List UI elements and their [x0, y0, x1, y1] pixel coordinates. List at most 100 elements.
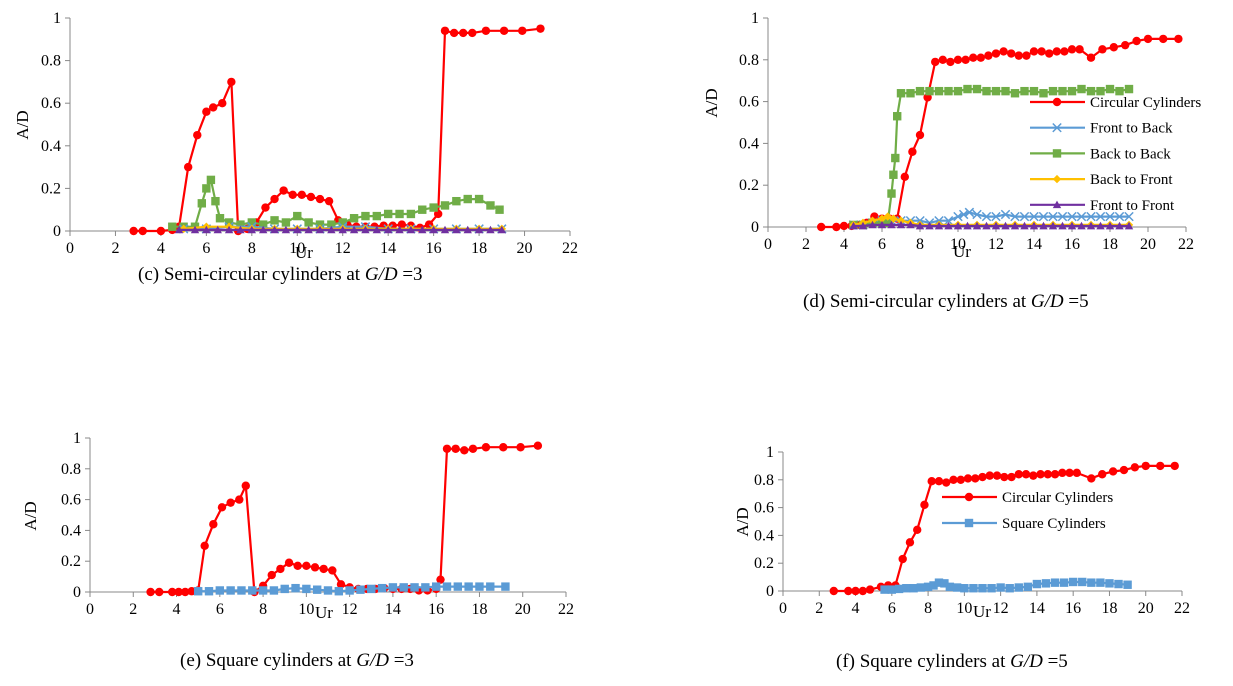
chart-d-point-back_to_back: [893, 112, 902, 121]
chart-d-point-back_to_back: [972, 84, 982, 94]
chart-f-point-square: [916, 583, 926, 592]
chart-d-point-back_to_back: [1124, 84, 1134, 94]
chart-e-x-tick-label: 6: [216, 601, 224, 618]
chart-d-point-front_to_front: [972, 221, 982, 230]
chart-f-point-square: [996, 583, 1005, 592]
chart-d-x-tick-label: 8: [916, 236, 924, 253]
chart-d-point-circular: [839, 221, 849, 231]
chart-e-point-square: [442, 582, 452, 591]
chart-c-x-tick-label: 18: [471, 240, 487, 257]
chart-c-point-back_to_back: [486, 201, 495, 210]
chart-c-point-front_to_front: [429, 225, 438, 234]
chart-d-point-back_to_back: [934, 86, 944, 96]
chart-e-point-circular: [168, 587, 177, 597]
chart-e-point-circular: [155, 587, 164, 597]
chart-f-point-circular: [851, 586, 860, 596]
chart-d-point-front_to_front: [1048, 221, 1058, 230]
chart-c-x-tick-label: 8: [248, 240, 256, 257]
chart-c-point-front_to_front: [383, 225, 393, 234]
chart-f-point-circular: [913, 525, 922, 535]
chart-c-x-tick-label: 22: [562, 240, 578, 257]
chart-c-point-circular: [306, 192, 316, 202]
chart-f-point-circular: [1141, 461, 1150, 471]
chart-e-x-axis-label: Ur: [315, 603, 333, 622]
chart-d-x-tick-label: 0: [764, 236, 772, 253]
chart-e-y-tick-label: 0: [73, 584, 81, 601]
chart-f-point-square: [1123, 580, 1132, 589]
chart-e-point-circular: [209, 520, 218, 529]
chart-d-x-tick-label: 14: [1026, 236, 1042, 253]
chart-d-point-front_to_back: [972, 209, 982, 220]
chart-f-point-circular: [1014, 470, 1023, 479]
chart-d-point-circular: [1060, 47, 1069, 56]
chart-d-x-axis-label: Ur: [953, 242, 971, 261]
chart-c-point-back_to_back: [395, 209, 404, 219]
chart-e-point-circular: [436, 575, 445, 584]
chart-d-point-circular: [938, 55, 947, 64]
chart-d-point-circular: [1132, 36, 1141, 46]
chart-f-point-circular: [1087, 474, 1096, 483]
chart-f-y-axis-label: A/D: [733, 507, 752, 536]
chart-d-point-circular: [1045, 49, 1054, 58]
chart-d-point-back_to_back: [896, 89, 906, 98]
chart-d-point-front_to_front: [982, 221, 991, 230]
chart-d-point-circular: [984, 51, 993, 60]
chart-e-x-tick-label: 22: [558, 601, 574, 618]
chart-d-point-front_to_front: [1096, 221, 1105, 230]
chart-e-point-circular: [200, 541, 209, 550]
chart-f-point-circular: [942, 478, 951, 487]
chart-d-point-front_to_front: [1124, 221, 1134, 230]
chart-e-svg: 00.20.40.60.810 2 4 6 8 10 12 14 16 18 20 22A/DUr: [21, 430, 574, 622]
chart-c-point-circular: [138, 226, 147, 236]
chart-c-point-front_to_front: [174, 225, 184, 234]
chart-c-point-circular: [481, 26, 491, 35]
chart-d-point-back_to_back: [906, 89, 915, 98]
chart-c-point-front_to_front: [281, 225, 291, 234]
chart-f-point-square: [929, 581, 938, 590]
chart-d-point-circular: [1075, 45, 1084, 54]
chart-f-point-square: [987, 584, 996, 593]
chart-f-x-tick-label: 12: [993, 600, 1009, 617]
chart-e-point-circular: [276, 564, 285, 574]
chart-c-x-axis-label: Ur: [295, 243, 313, 262]
chart-f-point-square: [1059, 578, 1069, 587]
chart-d-x-tick-label: 12: [988, 236, 1004, 253]
chart-f-y-tick-label: 0.8: [754, 472, 774, 489]
chart-c-y-axis-label: A/D: [13, 110, 32, 139]
chart-d-point-back_to_back: [1029, 86, 1039, 96]
chart-d-point-back_to_back: [991, 86, 1001, 96]
chart-d-point-front_to_back: [1067, 211, 1077, 222]
chart-d-point-circular: [991, 49, 1001, 58]
chart-f-point-circular: [1043, 470, 1052, 479]
chart-f-point-circular: [971, 474, 980, 483]
chart-d-point-front_to_front: [1020, 221, 1029, 230]
chart-d-x-tick-label: 22: [1178, 236, 1194, 253]
chart-e-y-tick-label: 0.4: [61, 522, 81, 539]
chart-f-point-circular: [1130, 463, 1140, 472]
chart-e-point-circular: [516, 443, 525, 452]
chart-d-point-back_to_back: [1039, 89, 1048, 98]
chart-d-point-back_to_back: [891, 153, 900, 163]
chart-c-point-circular: [536, 24, 545, 33]
chart-f-point-circular: [1170, 461, 1179, 471]
chart-c-point-front_to_front: [258, 225, 268, 234]
chart-e-point-circular: [451, 444, 460, 453]
chart-panel-c: 0 0.2 0.4 0.6 0.8 1 0 2 4 6 8 10 12 14 16 18 20 22 A/D Ur: [0, 0, 600, 300]
chart-d-point-front_to_back: [1010, 211, 1020, 222]
chart-f-point-square: [1023, 582, 1033, 592]
chart-d-point-front_to_front: [1039, 221, 1048, 230]
chart-c-point-back_to_back: [429, 203, 438, 212]
chart-e-point-circular: [468, 444, 478, 453]
chart-d-point-circular: [1174, 34, 1183, 44]
chart-d-point-front_to_front: [1077, 221, 1086, 230]
chart-c-point-circular: [202, 107, 211, 116]
chart-d-x-tick-label: 10: [950, 236, 966, 253]
chart-e-x-tick-label: 18: [471, 601, 487, 618]
chart-e-y-tick-label: 1: [73, 430, 81, 447]
chart-d-point-front_to_back: [958, 209, 969, 220]
chart-c-point-front_to_front: [202, 225, 211, 234]
chart-c-point-back_to_back: [383, 209, 393, 219]
chart-e-point-square: [367, 584, 376, 594]
chart-e-point-square: [323, 586, 333, 595]
chart-f-point-square: [1032, 579, 1042, 589]
